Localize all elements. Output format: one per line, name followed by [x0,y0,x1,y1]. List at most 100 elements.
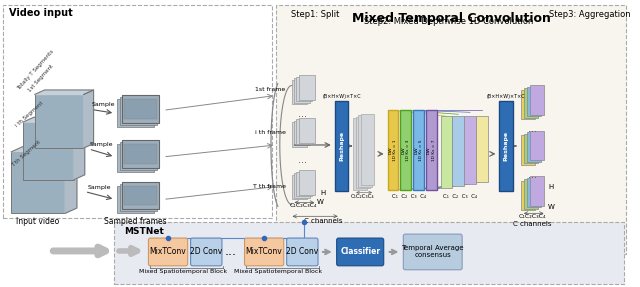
Bar [401,110,411,189]
Text: W: W [317,199,324,205]
Bar [527,132,541,162]
Text: C₁C₂C₃C₄: C₁C₂C₃C₄ [519,214,547,219]
Bar [499,101,513,191]
Text: Reshape: Reshape [504,131,509,161]
Text: (B×H×W)×T×C: (B×H×W)×T×C [323,94,361,99]
Text: MixTConv: MixTConv [150,247,186,257]
Bar [122,96,159,123]
Bar [524,133,538,163]
Bar [452,116,464,186]
Bar [296,119,312,144]
FancyBboxPatch shape [337,238,384,266]
Bar [294,121,310,146]
Bar [122,96,159,123]
Bar [122,140,159,168]
Text: C channels: C channels [513,221,552,227]
Bar [361,114,374,185]
Text: DW
1D Ks = 7: DW 1D Ks = 7 [427,139,436,161]
Bar [527,87,541,116]
FancyBboxPatch shape [191,238,222,266]
Text: Sample: Sample [88,185,111,189]
Text: T th frame: T th frame [253,184,285,189]
Bar [521,181,534,210]
Text: MixTConv: MixTConv [246,247,282,257]
Bar [124,186,157,205]
Text: Step2: Mixed Depthwise 1D Convolution: Step2: Mixed Depthwise 1D Convolution [364,17,533,26]
Bar [521,90,534,119]
Bar [296,77,312,101]
Polygon shape [65,147,77,213]
Text: 1st frame: 1st frame [255,87,285,92]
Polygon shape [74,117,84,180]
Text: Totally T Segments: Totally T Segments [16,49,54,90]
Text: Temporal Average
consensus: Temporal Average consensus [401,245,464,258]
FancyBboxPatch shape [244,238,284,266]
Bar [356,117,369,188]
Text: ...: ... [298,155,307,165]
Text: H: H [320,191,325,197]
Bar [122,182,159,209]
Bar [122,140,159,168]
Bar [120,142,157,170]
Bar [413,110,424,189]
Polygon shape [35,90,93,94]
Text: DW
1D Ks = 1: DW 1D Ks = 1 [388,139,397,161]
Bar [388,110,399,189]
Bar [524,179,538,209]
FancyBboxPatch shape [287,238,318,266]
Bar [358,115,372,187]
Polygon shape [23,117,84,122]
Text: DW
1D Ks = 5: DW 1D Ks = 5 [414,139,423,161]
Bar [530,176,543,206]
Bar [117,186,154,213]
Text: T th Segment: T th Segment [11,139,42,168]
Bar [440,116,452,188]
Bar [294,78,310,103]
Text: ...: ... [225,245,237,258]
Bar [124,144,157,164]
Polygon shape [84,90,93,148]
Bar [299,118,315,143]
Text: Mixed Temporal Convolution: Mixed Temporal Convolution [352,12,551,25]
Text: Classifier: Classifier [340,247,380,257]
Bar [120,184,157,211]
Bar [117,144,154,172]
Text: Sampled frames: Sampled frames [104,217,167,226]
Bar [276,5,626,254]
Bar [335,101,348,191]
FancyBboxPatch shape [403,234,462,270]
Text: Step3: Aggregation: Step3: Aggregation [548,10,630,19]
Text: Step1: Split: Step1: Split [291,10,339,19]
Bar [530,85,543,115]
Text: 2D Conv: 2D Conv [286,247,319,257]
Bar [464,116,476,184]
Text: Sample: Sample [90,142,113,147]
Text: Mixed Spatiotemporal Block: Mixed Spatiotemporal Block [234,269,322,274]
Bar [292,175,307,199]
Bar [114,222,624,284]
Text: ...: ... [528,124,537,134]
Bar [353,118,367,189]
Text: 2D Conv: 2D Conv [190,247,223,257]
Text: (B×H×W)×T×C: (B×H×W)×T×C [487,94,525,99]
Text: C channels: C channels [304,218,343,224]
Bar [296,172,312,197]
Text: C₁  C₂  C₃  C₄: C₁ C₂ C₃ C₄ [443,193,477,199]
Bar [35,94,84,148]
Text: i th Segment: i th Segment [15,101,45,128]
Text: Input video: Input video [16,217,60,226]
Text: C₁C₂C₃C₄: C₁C₂C₃C₄ [289,203,317,208]
Bar [476,116,488,182]
Bar [530,131,543,160]
Text: W: W [547,204,554,210]
Bar [11,152,65,213]
Bar [117,99,154,127]
Bar [120,98,157,125]
Text: 1st Segment: 1st Segment [27,63,54,92]
Bar [426,110,436,189]
Text: Mixed Spatiotemporal Block: Mixed Spatiotemporal Block [139,269,227,274]
Text: Sample: Sample [92,102,115,107]
Text: ...: ... [298,109,307,119]
FancyBboxPatch shape [148,238,188,266]
Bar [292,122,307,147]
